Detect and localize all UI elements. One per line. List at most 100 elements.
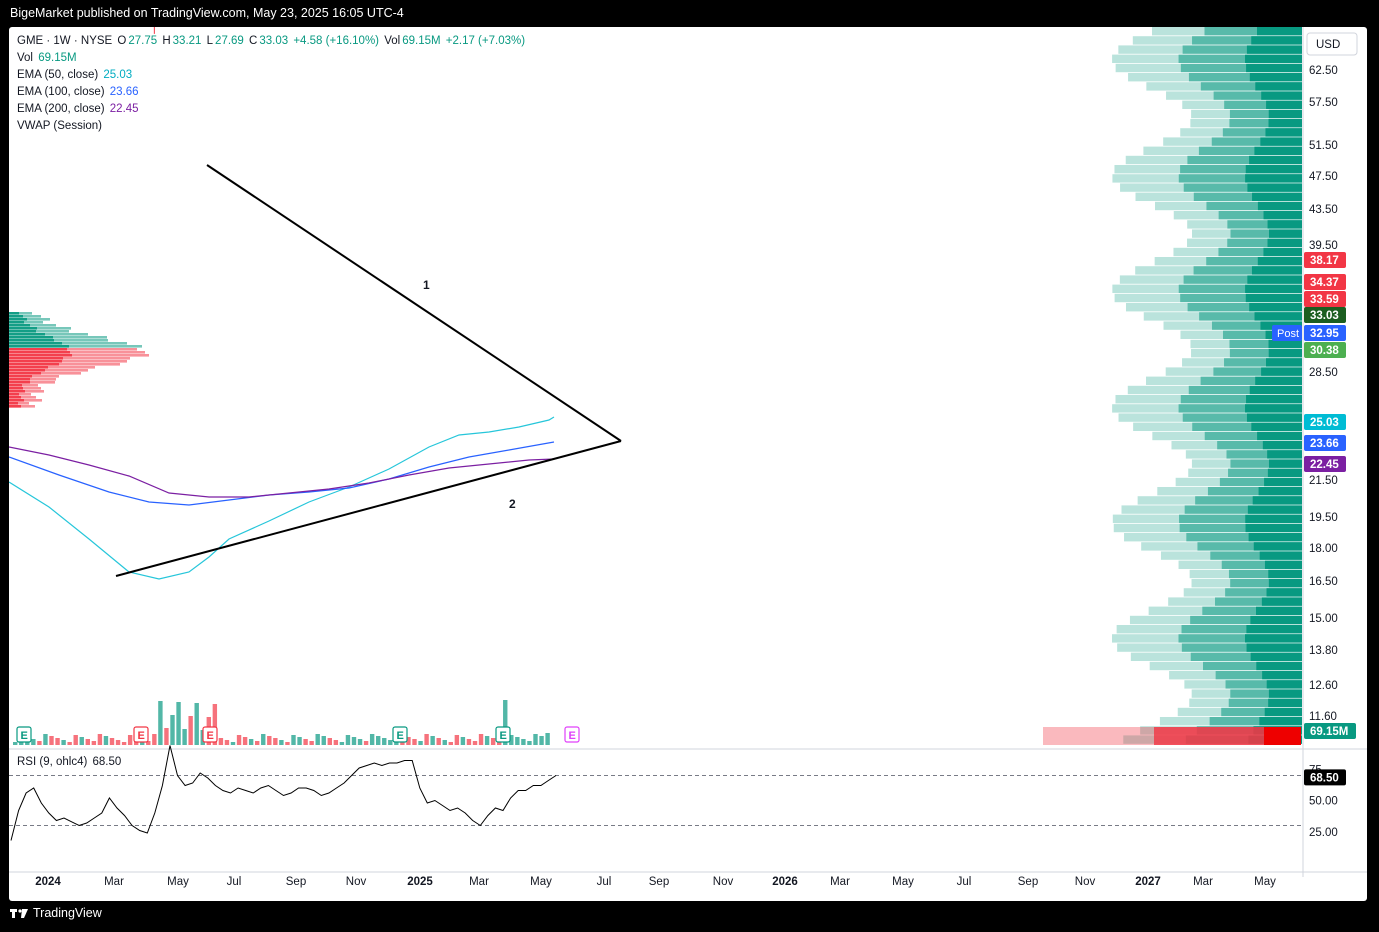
volume-bar bbox=[103, 736, 109, 745]
profile-left-bar bbox=[9, 366, 95, 369]
legend-vwap-row[interactable]: VWAP (Session) bbox=[17, 120, 104, 132]
volume-bar bbox=[448, 742, 453, 745]
legend-volume-row[interactable]: Vol 69.15M bbox=[17, 52, 79, 64]
legend-ema100-row[interactable]: EMA (100, close) 23.66 bbox=[17, 86, 141, 98]
price-tag-value: 34.37 bbox=[1310, 277, 1339, 289]
legend-ema200-value: 22.45 bbox=[109, 103, 139, 115]
volume-bar bbox=[503, 700, 508, 745]
profile-left-bar-core bbox=[9, 312, 19, 315]
profile-left-bar bbox=[9, 405, 35, 408]
profile-right-bar-mid bbox=[1183, 275, 1302, 284]
profile-left-bar-core bbox=[9, 327, 37, 330]
price-tag-box bbox=[1304, 342, 1346, 358]
volume-bar bbox=[442, 740, 447, 745]
legend-ema50-row[interactable]: EMA (50, close) 25.03 bbox=[17, 69, 134, 81]
profile-right-bar-mid bbox=[1200, 376, 1302, 385]
profile-right-bar-core bbox=[1268, 349, 1302, 358]
rsi-axis-tick: 25.00 bbox=[1309, 827, 1338, 839]
profile-right-bar-core bbox=[1245, 634, 1302, 643]
profile-left-bar-core bbox=[9, 351, 70, 354]
earnings-marker[interactable]: E bbox=[564, 726, 580, 743]
profile-right-bar-core bbox=[1261, 91, 1302, 100]
profile-right-bar-mid bbox=[1219, 477, 1302, 487]
price-axis-tick: 39.50 bbox=[1309, 240, 1338, 252]
price-tag-value: 30.38 bbox=[1310, 345, 1339, 357]
profile-right-bar-core bbox=[1268, 119, 1302, 128]
profile-left-bar bbox=[9, 315, 41, 318]
profile-left-bar-core bbox=[9, 363, 59, 366]
profile-right-bar-core bbox=[1268, 689, 1302, 698]
profile-left-bar bbox=[9, 393, 31, 396]
profile-right-bar-core bbox=[1267, 220, 1302, 229]
earnings-marker[interactable]: E bbox=[133, 726, 149, 743]
profile-right-bar-core bbox=[1246, 413, 1302, 422]
currency-selector[interactable]: USD bbox=[1306, 32, 1358, 56]
legend-open-label: O bbox=[117, 35, 127, 47]
earnings-marker-box bbox=[202, 726, 218, 743]
profile-left-bar bbox=[9, 399, 42, 402]
profile-right-bar-core bbox=[1248, 533, 1302, 542]
ema50-line bbox=[9, 416, 555, 580]
profile-left-bar bbox=[9, 381, 55, 384]
profile-right-bar-core bbox=[1254, 146, 1302, 155]
profile-right-bar-mid bbox=[1204, 27, 1302, 36]
profile-right-bar-mid bbox=[1213, 91, 1302, 100]
volume-bar bbox=[212, 704, 218, 745]
volume-bar bbox=[43, 734, 48, 745]
profile-right-bar-core bbox=[1247, 505, 1302, 514]
profile-right-bar-core bbox=[1245, 174, 1302, 183]
profile-right-bar-core bbox=[1257, 27, 1302, 36]
earnings-marker[interactable]: E bbox=[16, 726, 32, 743]
profile-left-bar bbox=[9, 390, 44, 393]
volume-bar bbox=[97, 734, 103, 745]
earnings-marker-box bbox=[495, 726, 511, 743]
profile-right-bar-mid bbox=[1199, 312, 1302, 321]
profile-right-bar-mid bbox=[1198, 146, 1302, 155]
chart-panel[interactable]: 2024 Mar May Jul Sep Nov 2025 Mar May Jul Sep Nov 20… bbox=[9, 27, 1367, 901]
profile-right-bar-mid bbox=[1227, 238, 1302, 247]
profile-right-bar-core bbox=[1252, 192, 1302, 201]
profile-right-bar-mid bbox=[1224, 358, 1302, 367]
profile-right-bar-core bbox=[1249, 303, 1302, 312]
profile-right-bar-mid bbox=[1215, 671, 1302, 680]
price-tag: 22.45 bbox=[1304, 456, 1346, 472]
time-axis-label: Jul bbox=[227, 876, 242, 888]
price-tag: 33.03 bbox=[1304, 307, 1346, 323]
earnings-marker[interactable]: E bbox=[392, 726, 408, 743]
price-tag-value: 69.15M bbox=[1310, 726, 1348, 738]
tradingview-footer[interactable]: TradingView bbox=[10, 906, 102, 920]
legend-rsi-row[interactable]: RSI (9, ohlc4) 68.50 bbox=[17, 756, 123, 768]
profile-right-bar-core bbox=[1268, 109, 1302, 119]
volume-bar bbox=[248, 739, 254, 745]
time-axis-label: 2026 bbox=[772, 876, 798, 888]
legend-ema200-row[interactable]: EMA (200, close) 22.45 bbox=[17, 103, 141, 115]
price-chart[interactable]: 2024 Mar May Jul Sep Nov 2025 Mar May Jul Sep Nov 20… bbox=[9, 27, 1367, 901]
profile-right-bar-mid bbox=[1229, 339, 1302, 349]
currency-selector-box bbox=[1306, 32, 1358, 56]
profile-right-bar-mid bbox=[1190, 652, 1302, 661]
profile-left-bar bbox=[9, 360, 127, 363]
profile-right-bar-mid bbox=[1186, 533, 1302, 542]
profile-right-bar-core bbox=[1245, 514, 1302, 523]
profile-right-bar-mid bbox=[1228, 468, 1302, 477]
profile-right-bar-core bbox=[1259, 551, 1302, 560]
price-axis-tick: 15.00 bbox=[1309, 613, 1338, 625]
legend-vol-label: Vol bbox=[384, 35, 401, 47]
profile-right-bar-mid bbox=[1183, 183, 1302, 192]
profile-right-bar-mid bbox=[1181, 625, 1302, 634]
volume-bar bbox=[436, 738, 441, 745]
earnings-marker-label: E bbox=[397, 730, 404, 742]
profile-left-bar-core bbox=[9, 354, 72, 357]
legend-vol-change: +2.17 (+7.03%) bbox=[445, 35, 526, 47]
legend-low: 27.69 bbox=[215, 35, 244, 47]
profile-right-bar-core bbox=[1266, 358, 1302, 367]
volume-bar bbox=[472, 741, 478, 745]
profile-right-bar-core bbox=[1246, 63, 1302, 73]
time-axis-label: Nov bbox=[713, 876, 734, 888]
earnings-marker[interactable]: E bbox=[495, 726, 511, 743]
legend-symbol[interactable]: GME · 1W · NYSE bbox=[17, 35, 113, 47]
earnings-marker[interactable]: E bbox=[202, 726, 218, 743]
ema100-line bbox=[9, 441, 555, 506]
price-tag: 32.95 Post bbox=[1272, 325, 1346, 341]
earnings-marker-label: E bbox=[207, 730, 214, 742]
